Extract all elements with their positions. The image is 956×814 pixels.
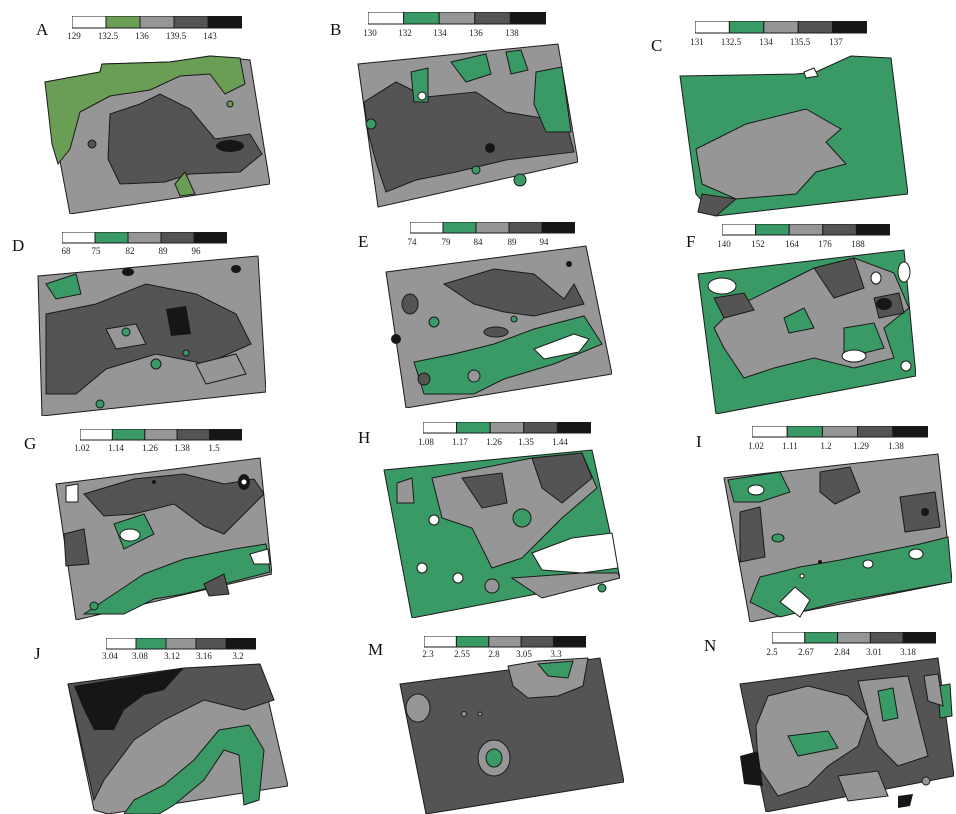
contour-map-d bbox=[37, 255, 266, 416]
contour-map-h bbox=[383, 449, 620, 618]
legend-tick: 139.5 bbox=[165, 31, 187, 41]
legend-tick: 135.5 bbox=[789, 37, 811, 47]
legend-tick: 3.18 bbox=[900, 647, 916, 657]
legend-scale-n bbox=[772, 632, 936, 644]
legend-tick: 136 bbox=[469, 28, 483, 38]
legend-tick: 1.29 bbox=[853, 441, 869, 451]
contour-map-n bbox=[739, 657, 954, 812]
legend-scale-b bbox=[368, 12, 546, 25]
legend-tick: 1.14 bbox=[108, 443, 124, 453]
legend-scale-h bbox=[423, 422, 591, 434]
legend-tick: 152 bbox=[751, 239, 765, 249]
legend-tick: 1.02 bbox=[748, 441, 764, 451]
legend-tick: 3.2 bbox=[232, 651, 244, 661]
legend-tick: 136 bbox=[135, 31, 149, 41]
legend-tick: 134 bbox=[759, 37, 773, 47]
legend-tick: 131 bbox=[690, 37, 704, 47]
legend-tick: 3.04 bbox=[102, 651, 118, 661]
legend-tick: 96 bbox=[191, 246, 201, 256]
legend-tick: 74 bbox=[407, 237, 417, 247]
legend-tick: 2.55 bbox=[454, 649, 470, 659]
panel-label-g: G bbox=[24, 434, 37, 453]
legend-tick: 1.26 bbox=[486, 437, 502, 447]
legend-tick: 3.3 bbox=[550, 649, 562, 659]
legend-scale-m bbox=[424, 636, 586, 648]
legend-tick: 1.11 bbox=[782, 441, 798, 451]
legend-tick: 143 bbox=[203, 31, 217, 41]
contour-map-j bbox=[67, 663, 288, 814]
panel-label-b: B bbox=[330, 20, 342, 39]
legend-tick: 188 bbox=[851, 239, 865, 249]
legend-tick: 2.84 bbox=[834, 647, 850, 657]
legend-tick: 134 bbox=[433, 28, 447, 38]
legend-tick: 1.2 bbox=[820, 441, 832, 451]
legend-tick: 3.16 bbox=[196, 651, 212, 661]
legend-tick: 94 bbox=[539, 237, 549, 247]
legend-tick: 1.38 bbox=[888, 441, 904, 451]
legend-tick: 130 bbox=[363, 28, 377, 38]
panel-label-e: E bbox=[358, 232, 369, 251]
legend-tick: 75 bbox=[91, 246, 101, 256]
contour-map-g bbox=[55, 457, 272, 620]
legend-tick: 1.17 bbox=[452, 437, 468, 447]
legend-tick: 84 bbox=[473, 237, 483, 247]
legend-tick: 176 bbox=[818, 239, 832, 249]
legend-scale-i bbox=[752, 426, 928, 438]
legend-tick: 132.5 bbox=[97, 31, 119, 41]
legend-tick: 132 bbox=[398, 28, 412, 38]
legend-scale-f bbox=[722, 224, 890, 236]
panel-label-n: N bbox=[704, 636, 717, 655]
legend-tick: 89 bbox=[507, 237, 517, 247]
panel-label-d: D bbox=[12, 236, 25, 255]
panel-label-j: J bbox=[34, 644, 41, 663]
contour-map-i bbox=[723, 453, 952, 622]
legend-scale-e bbox=[410, 222, 575, 234]
contour-map-b bbox=[357, 43, 578, 208]
legend-tick: 79 bbox=[441, 237, 451, 247]
legend-scale-a bbox=[72, 16, 242, 29]
legend-tick: 1.44 bbox=[552, 437, 568, 447]
legend-tick: 2.8 bbox=[488, 649, 500, 659]
legend-tick: 3.05 bbox=[516, 649, 532, 659]
legend-tick: 1.02 bbox=[74, 443, 90, 453]
legend-tick: 1.38 bbox=[174, 443, 190, 453]
legend-scale-c bbox=[695, 21, 867, 34]
legend-tick: 1.35 bbox=[518, 437, 534, 447]
panel-label-i: I bbox=[696, 432, 702, 451]
legend-tick: 3.12 bbox=[164, 651, 180, 661]
legend-tick: 2.67 bbox=[798, 647, 814, 657]
legend-tick: 132.5 bbox=[720, 37, 742, 47]
legend-tick: 138 bbox=[505, 28, 519, 38]
contour-map-f bbox=[697, 249, 916, 414]
legend-tick: 89 bbox=[158, 246, 168, 256]
legend-scale-d bbox=[62, 232, 227, 244]
legend-tick: 137 bbox=[829, 37, 843, 47]
legend-tick: 2.5 bbox=[766, 647, 778, 657]
legend-tick: 3.01 bbox=[866, 647, 882, 657]
legend-tick: 1.08 bbox=[418, 437, 434, 447]
panel-label-h: H bbox=[358, 428, 371, 447]
legend-tick: 129 bbox=[67, 31, 81, 41]
legend-tick: 2.3 bbox=[422, 649, 434, 659]
legend-tick: 140 bbox=[717, 239, 731, 249]
legend-scale-j bbox=[106, 638, 256, 650]
contour-map-m bbox=[399, 657, 624, 814]
contour-map-e bbox=[385, 245, 612, 408]
panel-label-c: C bbox=[651, 36, 663, 55]
contour-map-c bbox=[679, 55, 908, 217]
panel-label-f: F bbox=[686, 232, 696, 251]
legend-tick: 1.26 bbox=[142, 443, 158, 453]
legend-scale-g bbox=[80, 429, 242, 441]
legend-tick: 82 bbox=[125, 246, 135, 256]
legend-tick: 3.08 bbox=[132, 651, 148, 661]
contour-map-a bbox=[44, 55, 270, 214]
panel-label-m: M bbox=[368, 640, 384, 659]
legend-tick: 1.5 bbox=[208, 443, 220, 453]
legend-tick: 68 bbox=[61, 246, 71, 256]
panel-label-a: A bbox=[36, 20, 49, 39]
legend-tick: 164 bbox=[785, 239, 799, 249]
